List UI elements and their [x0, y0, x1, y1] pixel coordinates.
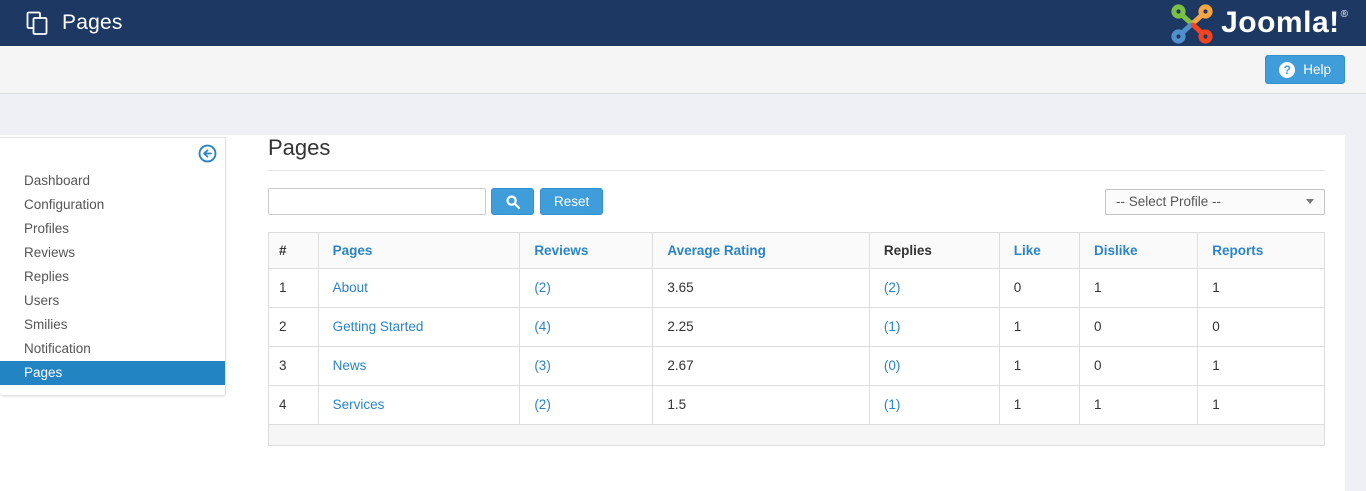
cell-average_rating: 2.67 [652, 346, 870, 386]
table-header-row: # Pages Reviews Average Rating Replies Like Di… [268, 232, 1325, 269]
table-row: 3 News (3) 2.67 (0) 1 0 1 [268, 346, 1325, 386]
cell-reviews: (2) [519, 385, 654, 425]
main-content: Pages Reset -- Select Profile -- # Pages [268, 135, 1325, 446]
replies-link[interactable]: (1) [883, 397, 901, 412]
cell-like: 1 [998, 346, 1080, 386]
help-button-label: Help [1303, 62, 1331, 77]
top-header-bar: Pages Joomla! ® [0, 0, 1366, 46]
table-footer-cell [268, 424, 1325, 446]
joomla-knot-icon [1170, 3, 1214, 44]
cell-dislike: 0 [1078, 346, 1199, 386]
reviews-link[interactable]: (4) [534, 319, 551, 334]
table-body: 1 About (2) 3.65 (2) 0 1 1 2 Getting Started (4) 2.… [268, 268, 1325, 425]
collapse-sidebar-icon[interactable] [198, 144, 217, 164]
column-header-reviews[interactable]: Reviews [519, 232, 654, 269]
sidebar-item-configuration[interactable]: Configuration [24, 197, 105, 212]
table-row: 2 Getting Started (4) 2.25 (1) 1 0 0 [268, 307, 1325, 347]
sidebar-item-reviews[interactable]: Reviews [24, 245, 76, 260]
pages-table: # Pages Reviews Average Rating Replies Like Di… [268, 232, 1325, 446]
cell-dislike: 0 [1078, 307, 1199, 347]
table-row: 4 Services (2) 1.5 (1) 1 1 1 [268, 385, 1325, 425]
joomla-wordmark: Joomla! [1221, 5, 1340, 39]
sidebar-item-smilies[interactable]: Smilies [24, 317, 68, 332]
cell-like: 1 [998, 307, 1080, 347]
registered-mark: ® [1340, 8, 1348, 20]
admin-toolbar: ? Help [0, 46, 1366, 94]
cell-page: Getting Started [317, 307, 521, 347]
cell-page: About [317, 268, 521, 308]
cell-average_rating: 1.5 [652, 385, 870, 425]
reset-button[interactable]: Reset [540, 188, 604, 215]
column-header-num: # [268, 232, 319, 269]
sidebar-item-profiles[interactable]: Profiles [24, 221, 70, 236]
cell-replies: (1) [868, 307, 1000, 347]
cell-reports: 1 [1197, 385, 1325, 425]
cell-replies: (0) [868, 346, 1000, 386]
sidebar: Dashboard Configuration Profiles Reviews Rep… [0, 137, 226, 396]
table-row: 1 About (2) 3.65 (2) 0 1 1 [268, 268, 1325, 308]
sidebar-item-dashboard[interactable]: Dashboard [24, 173, 91, 188]
cell-num: 4 [268, 385, 319, 425]
cell-replies: (2) [868, 268, 1000, 308]
cell-average_rating: 2.25 [652, 307, 870, 347]
page-link[interactable]: Getting Started [332, 319, 424, 334]
joomla-logo: Joomla! ® [1170, 3, 1348, 44]
sidebar-item-replies[interactable]: Replies [24, 269, 70, 284]
page-link[interactable]: About [332, 280, 368, 295]
column-header-average-rating[interactable]: Average Rating [652, 232, 870, 269]
replies-link[interactable]: (1) [883, 319, 901, 334]
cell-reviews: (3) [519, 346, 654, 386]
chevron-down-icon [1306, 199, 1314, 204]
cell-reports: 1 [1197, 346, 1325, 386]
reviews-link[interactable]: (3) [534, 358, 551, 373]
page-link[interactable]: News [332, 358, 367, 373]
question-mark-icon: ? [1279, 61, 1296, 78]
background-band [0, 94, 1366, 109]
search-button[interactable] [491, 188, 534, 215]
table-footer-row [268, 424, 1325, 446]
cell-num: 2 [268, 307, 319, 347]
filter-bar: Reset -- Select Profile -- [268, 188, 1325, 215]
page-title: Pages [268, 135, 331, 160]
search-input[interactable] [268, 188, 486, 215]
sidebar-toggle-row [0, 142, 225, 165]
content-wrapper: Dashboard Configuration Profiles Reviews Rep… [0, 135, 1345, 491]
column-header-reports[interactable]: Reports [1197, 232, 1325, 269]
page-link[interactable]: Services [332, 397, 385, 412]
sidebar-item-pages[interactable]: Pages [0, 361, 225, 385]
cell-dislike: 1 [1078, 268, 1199, 308]
cell-average_rating: 3.65 [652, 268, 870, 308]
replies-link[interactable]: (0) [883, 358, 901, 373]
reviews-link[interactable]: (2) [534, 280, 551, 295]
sidebar-item-users[interactable]: Users [24, 293, 60, 308]
cell-num: 3 [268, 346, 319, 386]
column-header-pages[interactable]: Pages [317, 232, 521, 269]
cell-dislike: 1 [1078, 385, 1199, 425]
cell-reports: 1 [1197, 268, 1325, 308]
replies-link[interactable]: (2) [883, 280, 901, 295]
profile-select-value: -- Select Profile -- [1116, 194, 1222, 209]
column-header-like[interactable]: Like [998, 232, 1080, 269]
cell-reviews: (4) [519, 307, 654, 347]
cell-like: 0 [998, 268, 1080, 308]
profile-select[interactable]: -- Select Profile -- [1105, 188, 1325, 215]
page-header-title: Pages [62, 11, 123, 34]
pages-icon [26, 11, 49, 36]
cell-page: Services [317, 385, 521, 425]
cell-page: News [317, 346, 521, 386]
cell-reports: 0 [1197, 307, 1325, 347]
cell-reviews: (2) [519, 268, 654, 308]
column-header-replies: Replies [868, 232, 1000, 269]
magnifier-icon [505, 194, 521, 210]
sidebar-menu: Dashboard Configuration Profiles Reviews Rep… [0, 169, 225, 385]
help-button[interactable]: ? Help [1265, 55, 1345, 84]
cell-num: 1 [268, 268, 319, 308]
sidebar-item-notification[interactable]: Notification [24, 341, 91, 356]
cell-replies: (1) [868, 385, 1000, 425]
component-title-group: Pages [26, 11, 123, 36]
reviews-link[interactable]: (2) [534, 397, 551, 412]
title-divider [268, 170, 1325, 171]
cell-like: 1 [998, 385, 1080, 425]
column-header-dislike[interactable]: Dislike [1078, 232, 1199, 269]
